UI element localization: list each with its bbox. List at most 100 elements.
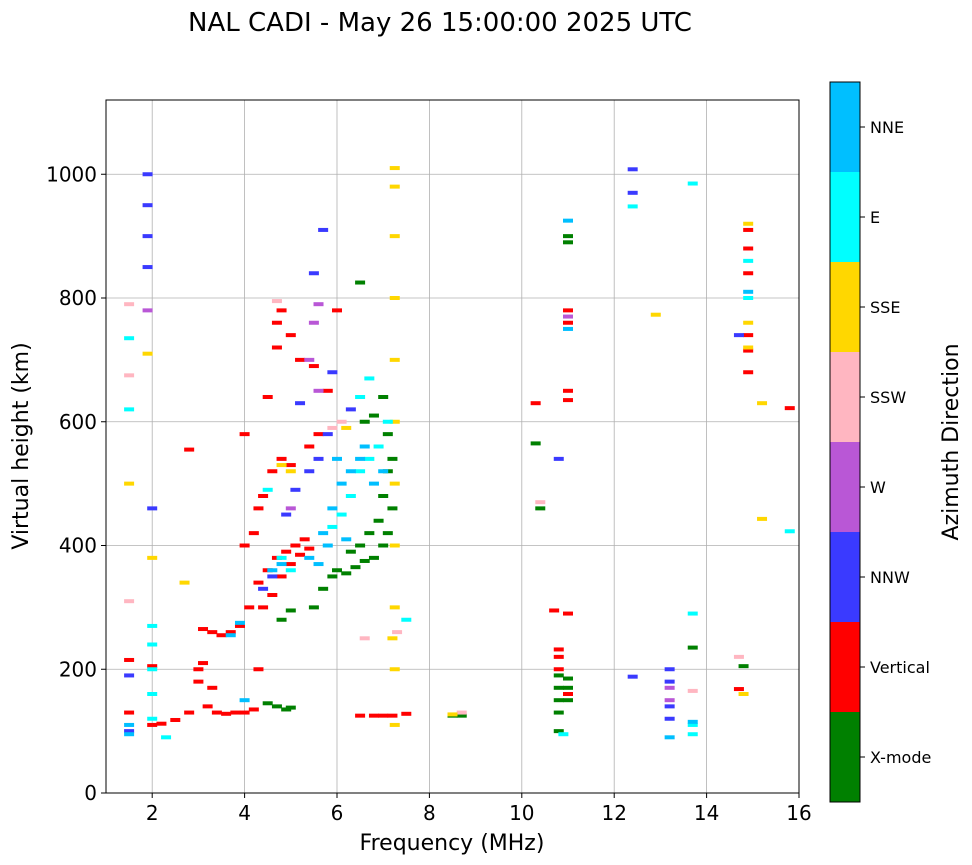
data-point [285,608,296,613]
data-point [124,732,135,737]
data-point [318,227,329,232]
data-point [248,531,259,536]
data-point [535,506,546,511]
data-point [368,713,379,718]
data-point [784,406,795,411]
x-tick-label: 4 [238,801,251,825]
y-tick-label: 600 [59,410,97,434]
data-point [553,456,564,461]
data-point [142,172,153,177]
data-point [313,562,324,567]
data-point [553,667,564,672]
data-point [147,722,158,727]
colorbar-category-label: E [870,208,880,227]
data-point [563,240,573,245]
data-point [313,388,324,393]
data-point [285,333,296,338]
data-point [239,432,250,437]
x-tick-label: 12 [601,801,626,825]
data-point [389,605,400,610]
data-point [124,302,135,307]
data-point [308,364,319,369]
data-point [687,688,698,693]
data-point [253,506,264,511]
x-tick-label: 2 [146,801,159,825]
data-point [355,713,366,718]
data-point [271,320,282,325]
data-point [285,568,296,573]
data-point [327,425,338,430]
data-point [322,432,333,437]
data-point [389,296,400,300]
data-point [378,469,389,474]
data-point [124,673,135,678]
data-point [313,432,324,437]
data-point [147,664,158,669]
data-point [664,685,675,690]
data-point [281,512,292,517]
data-point [207,630,218,635]
data-point [563,314,573,319]
data-point [267,593,278,597]
data-point [258,605,269,610]
data-point [743,289,754,294]
colorbar-segment [830,712,860,802]
data-point [345,469,356,474]
data-point [364,531,375,536]
data-point [147,667,158,672]
data-point [147,506,158,511]
data-point [733,687,744,692]
data-point [558,732,569,737]
data-point [530,401,541,406]
x-tick-label: 14 [694,801,719,825]
data-point [142,234,153,239]
data-point [389,667,400,672]
data-point [124,722,135,727]
data-point [389,722,400,727]
data-point [345,407,356,412]
data-point [184,710,195,715]
x-axis-label: Frequency (MHz) [360,831,545,856]
data-point [389,481,400,486]
data-point [553,673,564,678]
colorbar-segment [830,172,860,262]
data-point [389,166,400,171]
data-point [248,707,259,712]
data-point [304,555,315,560]
data-point [332,568,342,573]
data-point [341,537,352,542]
data-point [378,494,389,498]
data-point [743,246,754,251]
data-point [336,481,347,486]
data-point [193,667,204,672]
data-point [308,605,319,610]
colorbar-segment [830,622,860,712]
y-axis-label: Virtual height (km) [9,342,34,549]
data-point [743,333,754,338]
data-point [401,711,412,716]
data-point [364,376,375,381]
data-point [313,302,324,307]
data-point [738,664,749,669]
data-point [359,444,370,449]
colorbar-segment [830,262,860,352]
data-point [271,704,282,709]
data-point [563,698,573,703]
y-tick-label: 200 [59,657,97,681]
data-point [308,320,319,325]
data-point [743,320,754,325]
data-point [368,555,379,560]
data-point [276,574,287,579]
data-point [389,357,400,362]
data-point [295,357,306,362]
data-point [563,611,573,616]
data-point [332,456,342,461]
data-point [456,713,467,718]
data-point [743,348,754,353]
data-point [313,456,324,461]
data-point [563,320,573,325]
data-point [743,271,754,276]
data-point [193,679,204,684]
data-point [627,190,638,195]
x-tick-label: 10 [509,801,534,825]
